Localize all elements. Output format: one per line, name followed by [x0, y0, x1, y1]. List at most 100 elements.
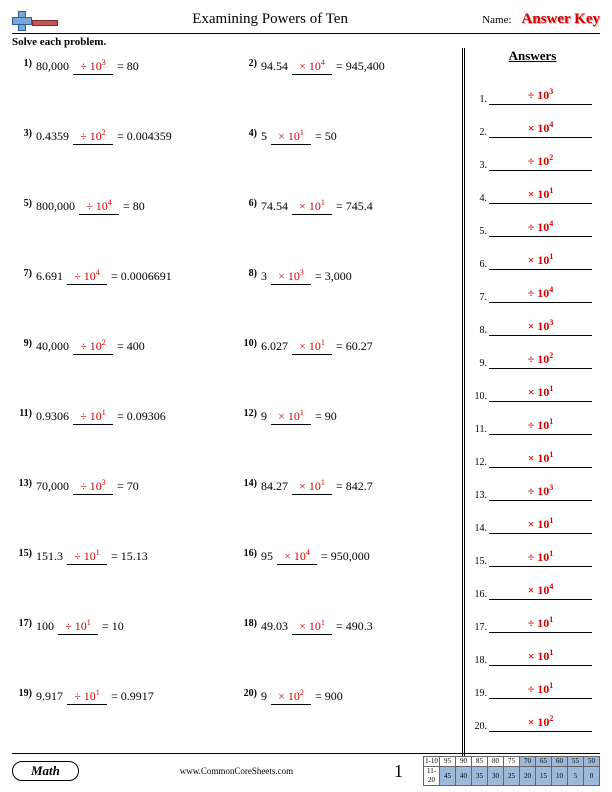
problem-number: 15): [12, 548, 36, 559]
header: Examining Powers of Ten Name: Answer Key: [12, 8, 600, 34]
answer-value: ÷ 101: [489, 681, 592, 699]
answer-row: 3.÷ 102: [473, 138, 592, 171]
answer-row: 8.× 103: [473, 303, 592, 336]
problem: 16)95 × 104 = 950,000: [237, 542, 462, 612]
score-cell: 65: [536, 757, 552, 767]
answer-row: 7.÷ 104: [473, 270, 592, 303]
score-range: 11-20: [424, 767, 440, 786]
answer-number: 7.: [473, 292, 489, 303]
answer-row: 18.× 101: [473, 633, 592, 666]
score-cell: 55: [568, 757, 584, 767]
problem-number: 17): [12, 618, 36, 629]
answer-blank: × 101: [271, 408, 311, 425]
answer-value: × 101: [489, 186, 592, 204]
problem-number: 18): [237, 618, 261, 629]
answer-value: ÷ 104: [489, 285, 592, 303]
answer-number: 8.: [473, 325, 489, 336]
answer-value: × 101: [489, 252, 592, 270]
answer-value: × 101: [489, 648, 592, 666]
answer-blank: × 101: [292, 338, 332, 355]
problem: 13)70,000 ÷ 103 = 70: [12, 472, 237, 542]
answer-value: × 102: [489, 714, 592, 732]
score-cell: 30: [488, 767, 504, 786]
answer-row: 16.× 104: [473, 567, 592, 600]
problem-text: 0.4359 ÷ 102 = 0.004359: [36, 128, 172, 145]
problem-text: 9 × 101 = 90: [261, 408, 337, 425]
problem-number: 14): [237, 478, 261, 489]
problem-text: 151.3 ÷ 101 = 15.13: [36, 548, 148, 565]
answer-blank: ÷ 104: [79, 198, 119, 215]
problem-text: 100 ÷ 101 = 10: [36, 618, 124, 635]
answer-blank: × 101: [292, 618, 332, 635]
answer-blank: ÷ 101: [73, 408, 113, 425]
answer-row: 6.× 101: [473, 237, 592, 270]
answers-column: Answers 1.÷ 1032.× 1043.÷ 1024.× 1015.÷ …: [462, 48, 592, 756]
answer-number: 3.: [473, 160, 489, 171]
score-cell: 90: [456, 757, 472, 767]
problem-text: 6.027 × 101 = 60.27: [261, 338, 373, 355]
answer-value: ÷ 101: [489, 417, 592, 435]
answer-number: 13.: [473, 490, 489, 501]
problem-text: 9.917 ÷ 101 = 0.9917: [36, 688, 154, 705]
problem-text: 800,000 ÷ 104 = 80: [36, 198, 145, 215]
answer-number: 4.: [473, 193, 489, 204]
problem-text: 84.27 × 101 = 842.7: [261, 478, 373, 495]
answer-row: 10.× 101: [473, 369, 592, 402]
answer-blank: × 104: [277, 548, 317, 565]
answer-value: ÷ 101: [489, 615, 592, 633]
answer-row: 15.÷ 101: [473, 534, 592, 567]
answer-value: × 101: [489, 384, 592, 402]
page-number: 1: [394, 761, 403, 782]
problem-text: 5 × 101 = 50: [261, 128, 337, 145]
answer-row: 12.× 101: [473, 435, 592, 468]
problem: 10)6.027 × 101 = 60.27: [237, 332, 462, 402]
problem-number: 5): [12, 198, 36, 209]
answer-value: ÷ 104: [489, 219, 592, 237]
score-cell: 35: [472, 767, 488, 786]
problem-text: 74.54 × 101 = 745.4: [261, 198, 373, 215]
problem: 3)0.4359 ÷ 102 = 0.004359: [12, 122, 237, 192]
problem-number: 11): [12, 408, 36, 419]
problem-text: 94.54 × 104 = 945,400: [261, 58, 385, 75]
answer-row: 1.÷ 103: [473, 72, 592, 105]
answer-blank: ÷ 102: [73, 128, 113, 145]
problem: 9)40,000 ÷ 102 = 400: [12, 332, 237, 402]
problem-number: 10): [237, 338, 261, 349]
problem-number: 3): [12, 128, 36, 139]
problem-text: 9 × 102 = 900: [261, 688, 343, 705]
answer-blank: × 101: [271, 128, 311, 145]
answer-row: 2.× 104: [473, 105, 592, 138]
problem-number: 2): [237, 58, 261, 69]
answer-blank: × 103: [271, 268, 311, 285]
problem-number: 6): [237, 198, 261, 209]
answer-blank: ÷ 101: [58, 618, 98, 635]
answer-number: 16.: [473, 589, 489, 600]
problems-grid: 1)80,000 ÷ 103 = 802)94.54 × 104 = 945,4…: [12, 48, 462, 756]
score-cell: 80: [488, 757, 504, 767]
answer-number: 2.: [473, 127, 489, 138]
answer-value: ÷ 103: [489, 483, 592, 501]
answer-row: 19.÷ 101: [473, 666, 592, 699]
answer-blank: × 104: [292, 58, 332, 75]
problem: 17)100 ÷ 101 = 10: [12, 612, 237, 682]
score-cell: 70: [520, 757, 536, 767]
answer-row: 14.× 101: [473, 501, 592, 534]
answer-row: 4.× 101: [473, 171, 592, 204]
answer-number: 5.: [473, 226, 489, 237]
answer-blank: ÷ 103: [73, 478, 113, 495]
problem: 15)151.3 ÷ 101 = 15.13: [12, 542, 237, 612]
answer-blank: ÷ 101: [67, 548, 107, 565]
answer-blank: × 101: [292, 478, 332, 495]
answer-row: 20.× 102: [473, 699, 592, 732]
answer-number: 6.: [473, 259, 489, 270]
answer-number: 18.: [473, 655, 489, 666]
answer-number: 9.: [473, 358, 489, 369]
answer-number: 15.: [473, 556, 489, 567]
name-label: Name:: [482, 14, 511, 26]
score-cell: 40: [456, 767, 472, 786]
problem: 14)84.27 × 101 = 842.7: [237, 472, 462, 542]
problem: 20)9 × 102 = 900: [237, 682, 462, 752]
problem-number: 13): [12, 478, 36, 489]
problem-number: 4): [237, 128, 261, 139]
score-cell: 85: [472, 757, 488, 767]
